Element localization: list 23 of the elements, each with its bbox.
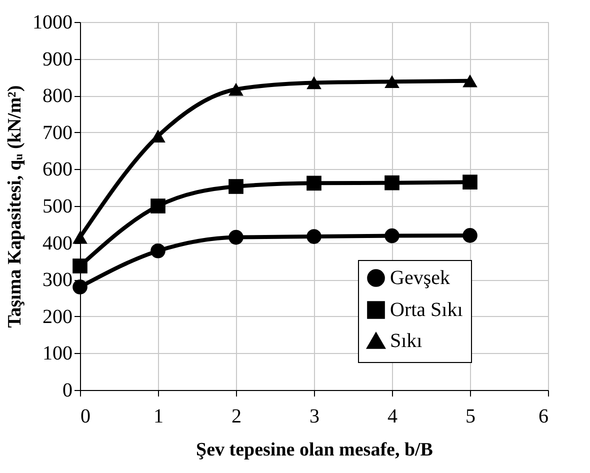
y-tick-label: 900: [42, 48, 72, 70]
y-tick-label: 700: [42, 122, 72, 144]
x-tick-label: 6: [538, 406, 548, 428]
x-tick-label: 3: [310, 406, 320, 428]
legend-label: Orta Sıkı: [390, 299, 464, 321]
y-tick-label: 500: [42, 196, 72, 218]
x-axis-title: Şev tepesine olan mesafe, b/B: [196, 440, 434, 460]
y-tick-label: 1000: [32, 12, 72, 34]
y-tick-label: 800: [42, 85, 72, 108]
legend-label: Sıkı: [390, 330, 423, 352]
x-tick-label: 4: [388, 406, 398, 428]
x-tick-label: 2: [232, 406, 242, 428]
y-tick-label: 400: [42, 232, 72, 254]
y-tick-label: 200: [42, 306, 72, 328]
x-tick-label: 5: [466, 406, 476, 428]
y-tick-label: 300: [42, 269, 72, 292]
legend-label: Gevşek: [390, 267, 450, 289]
y-tick-label: 0: [62, 380, 72, 402]
x-tick-label: 0: [80, 406, 90, 428]
y-tick-label: 100: [42, 342, 72, 365]
y-axis-title: Taşıma Kapasitesi, qᵤ (kN/m²): [4, 85, 26, 328]
y-tick-label: 600: [42, 158, 72, 181]
x-tick-label: 1: [154, 406, 164, 428]
